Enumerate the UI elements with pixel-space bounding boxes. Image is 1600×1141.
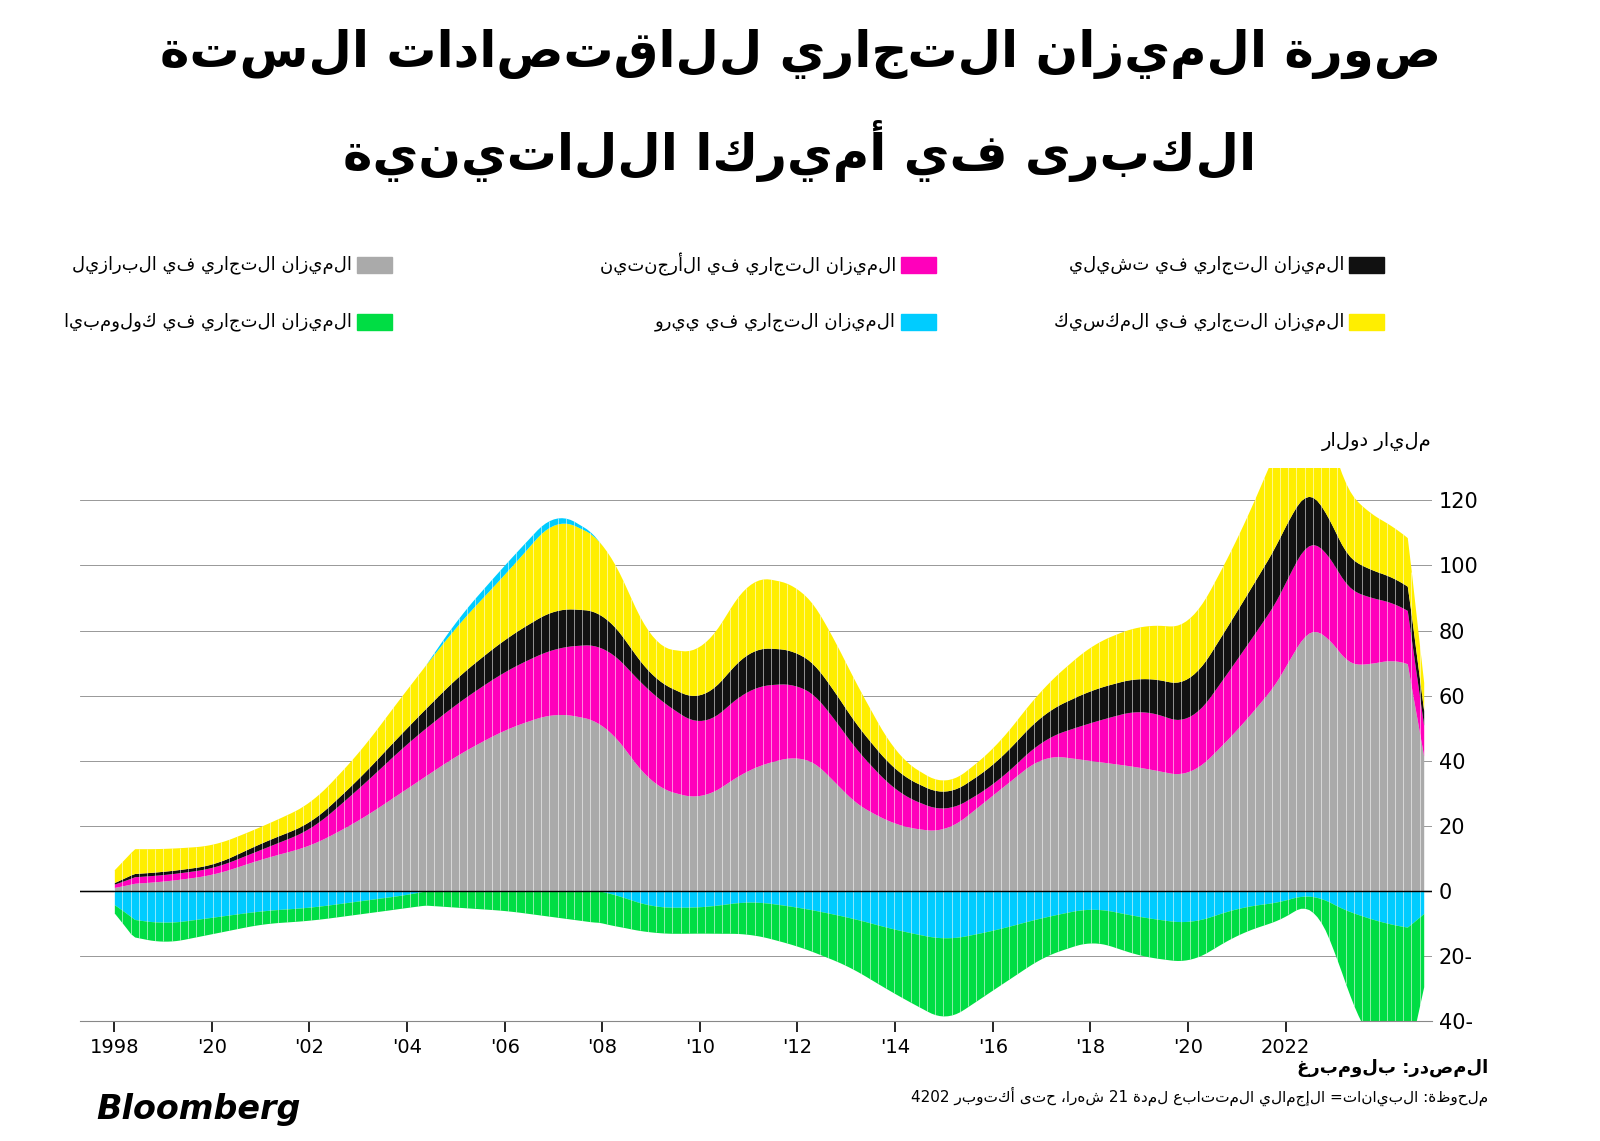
Text: غربمولب :ردصملا: غربمولب :ردصملا xyxy=(1296,1059,1488,1077)
Text: وريي يف يراجتلا نازيملا: وريي يف يراجتلا نازيملا xyxy=(654,313,896,331)
Text: نيتنجرألا يف يراجتلا نازيملا: نيتنجرألا يف يراجتلا نازيملا xyxy=(600,253,896,276)
Text: رالود رايلم: رالود رايلم xyxy=(1322,432,1432,451)
Text: ليزاربلا يف يراجتلا نازيملا: ليزاربلا يف يراجتلا نازيملا xyxy=(72,256,352,274)
Text: يليشت يف يراجتلا نازيملا: يليشت يف يراجتلا نازيملا xyxy=(1069,256,1344,274)
Text: Bloomberg: Bloomberg xyxy=(96,1093,301,1126)
Text: ةينيتاللا اكريمأ يف ىربكلا: ةينيتاللا اكريمأ يف ىربكلا xyxy=(344,120,1256,181)
Text: 4202 ربوتكأ ىتح ،ارهش 21 ةدمل عباتتملا يلامجإلا =تانايبلا :ةظوحلم: 4202 ربوتكأ ىتح ،ارهش 21 ةدمل عباتتملا ي… xyxy=(910,1086,1488,1106)
Text: كيسكملا يف يراجتلا نازيملا: كيسكملا يف يراجتلا نازيملا xyxy=(1054,313,1344,331)
Text: ةتسلا تاداصتقالل يراجتلا نازيملا ةروص: ةتسلا تاداصتقالل يراجتلا نازيملا ةروص xyxy=(160,29,1440,79)
Text: ايبمولوك يف يراجتلا نازيملا: ايبمولوك يف يراجتلا نازيملا xyxy=(64,313,352,331)
